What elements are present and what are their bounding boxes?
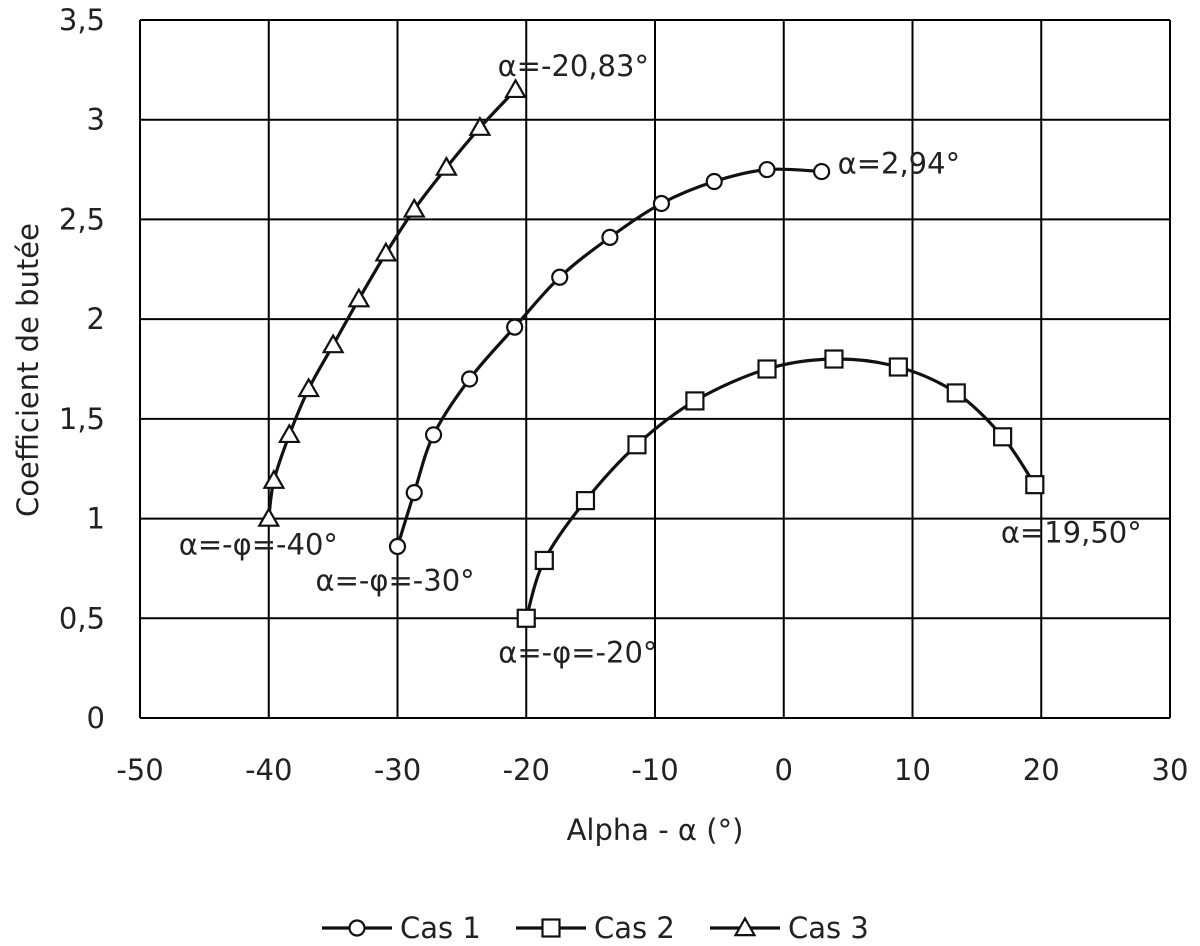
data-point: [297, 377, 321, 398]
x-tick-label: 20: [1023, 753, 1060, 787]
x-tick-label: 10: [894, 753, 931, 787]
x-tick-label: -10: [631, 753, 678, 787]
data-point: [705, 172, 723, 191]
x-axis-title: Alpha - α (°): [567, 813, 744, 847]
data-point: [601, 228, 619, 246]
y-tick-label: 1,5: [59, 402, 105, 436]
legend-label: Cas 2: [594, 911, 675, 945]
data-point: [262, 468, 286, 489]
legend-item: Cas 1: [322, 911, 481, 945]
data-point: [757, 359, 777, 379]
data-point: [652, 194, 671, 213]
data-point: [575, 491, 596, 511]
series-line: [267, 88, 517, 519]
data-point: [506, 318, 524, 336]
y-axis-title: Coefficient de butée: [11, 223, 45, 517]
data-point: [888, 357, 908, 377]
y-tick-label: 2: [87, 302, 105, 336]
data-point: [824, 349, 844, 369]
legend-item: Cas 3: [710, 911, 869, 945]
data-point: [504, 78, 527, 99]
legend-marker: [348, 919, 366, 937]
data-point: [461, 370, 479, 388]
legend-label: Cas 1: [400, 911, 481, 945]
data-point: [758, 160, 776, 179]
data-point: [402, 197, 426, 218]
data-point: [627, 435, 647, 455]
series: [257, 78, 1045, 628]
annotation-label: α=-20,83°: [498, 49, 649, 83]
series-cas-1: [388, 160, 831, 556]
data-point: [257, 506, 281, 527]
annotation-label: α=19,50°: [1001, 516, 1142, 550]
y-tick-label: 3,5: [59, 3, 105, 37]
gridlines: [139, 19, 1171, 719]
data-point: [388, 537, 407, 556]
x-tick-label: 0: [775, 753, 793, 787]
data-point: [551, 268, 569, 286]
data-point: [277, 423, 301, 444]
series-cas-3: [257, 78, 527, 527]
data-point: [946, 383, 966, 403]
annotation-label: α=-φ=-30°: [316, 563, 475, 597]
y-tick-label: 0,5: [59, 601, 105, 635]
legend-label: Cas 3: [788, 911, 869, 945]
y-tick-label: 0: [87, 701, 105, 735]
legend-item: Cas 2: [516, 911, 675, 945]
x-tick-labels: -50 -40 -30 -20 -10 0 10 20 30: [116, 753, 1188, 787]
legend-marker: [541, 918, 561, 938]
data-point: [347, 287, 371, 308]
annotation-label: α=-φ=-20°: [498, 635, 657, 669]
y-tick-label: 2,5: [59, 202, 105, 236]
y-tick-label: 3: [87, 103, 105, 137]
data-point: [321, 333, 345, 354]
data-point: [516, 608, 536, 628]
data-point: [374, 241, 398, 262]
x-tick-label: -40: [245, 753, 292, 787]
data-point: [435, 155, 458, 176]
data-point: [993, 427, 1013, 447]
data-point: [405, 484, 423, 502]
y-tick-label: 1: [87, 502, 105, 536]
series-line: [395, 167, 822, 547]
annotations: α=-20,83° α=2,94° α=-φ=-40°α=-φ=-30° α=-φ=-…: [179, 49, 1142, 669]
x-tick-label: 30: [1152, 753, 1189, 787]
data-point: [685, 391, 705, 411]
y-tick-labels: 0 0,5 1 1,5 2 2,5 3 3,5: [59, 3, 105, 735]
data-point: [534, 550, 554, 571]
legend: Cas 1 Cas 2 Cas 3: [322, 911, 869, 945]
x-tick-label: -20: [503, 753, 550, 787]
x-tick-label: -30: [374, 753, 421, 787]
data-point: [1025, 475, 1045, 495]
series-cas-2: [516, 349, 1045, 628]
data-point: [468, 115, 492, 136]
annotation-label: α=2,94°: [838, 147, 961, 181]
annotation-label: α=-φ=-40°: [179, 528, 338, 562]
data-point: [424, 426, 443, 444]
data-point: [813, 162, 831, 181]
x-tick-label: -50: [116, 753, 163, 787]
legend-marker: [733, 916, 757, 937]
